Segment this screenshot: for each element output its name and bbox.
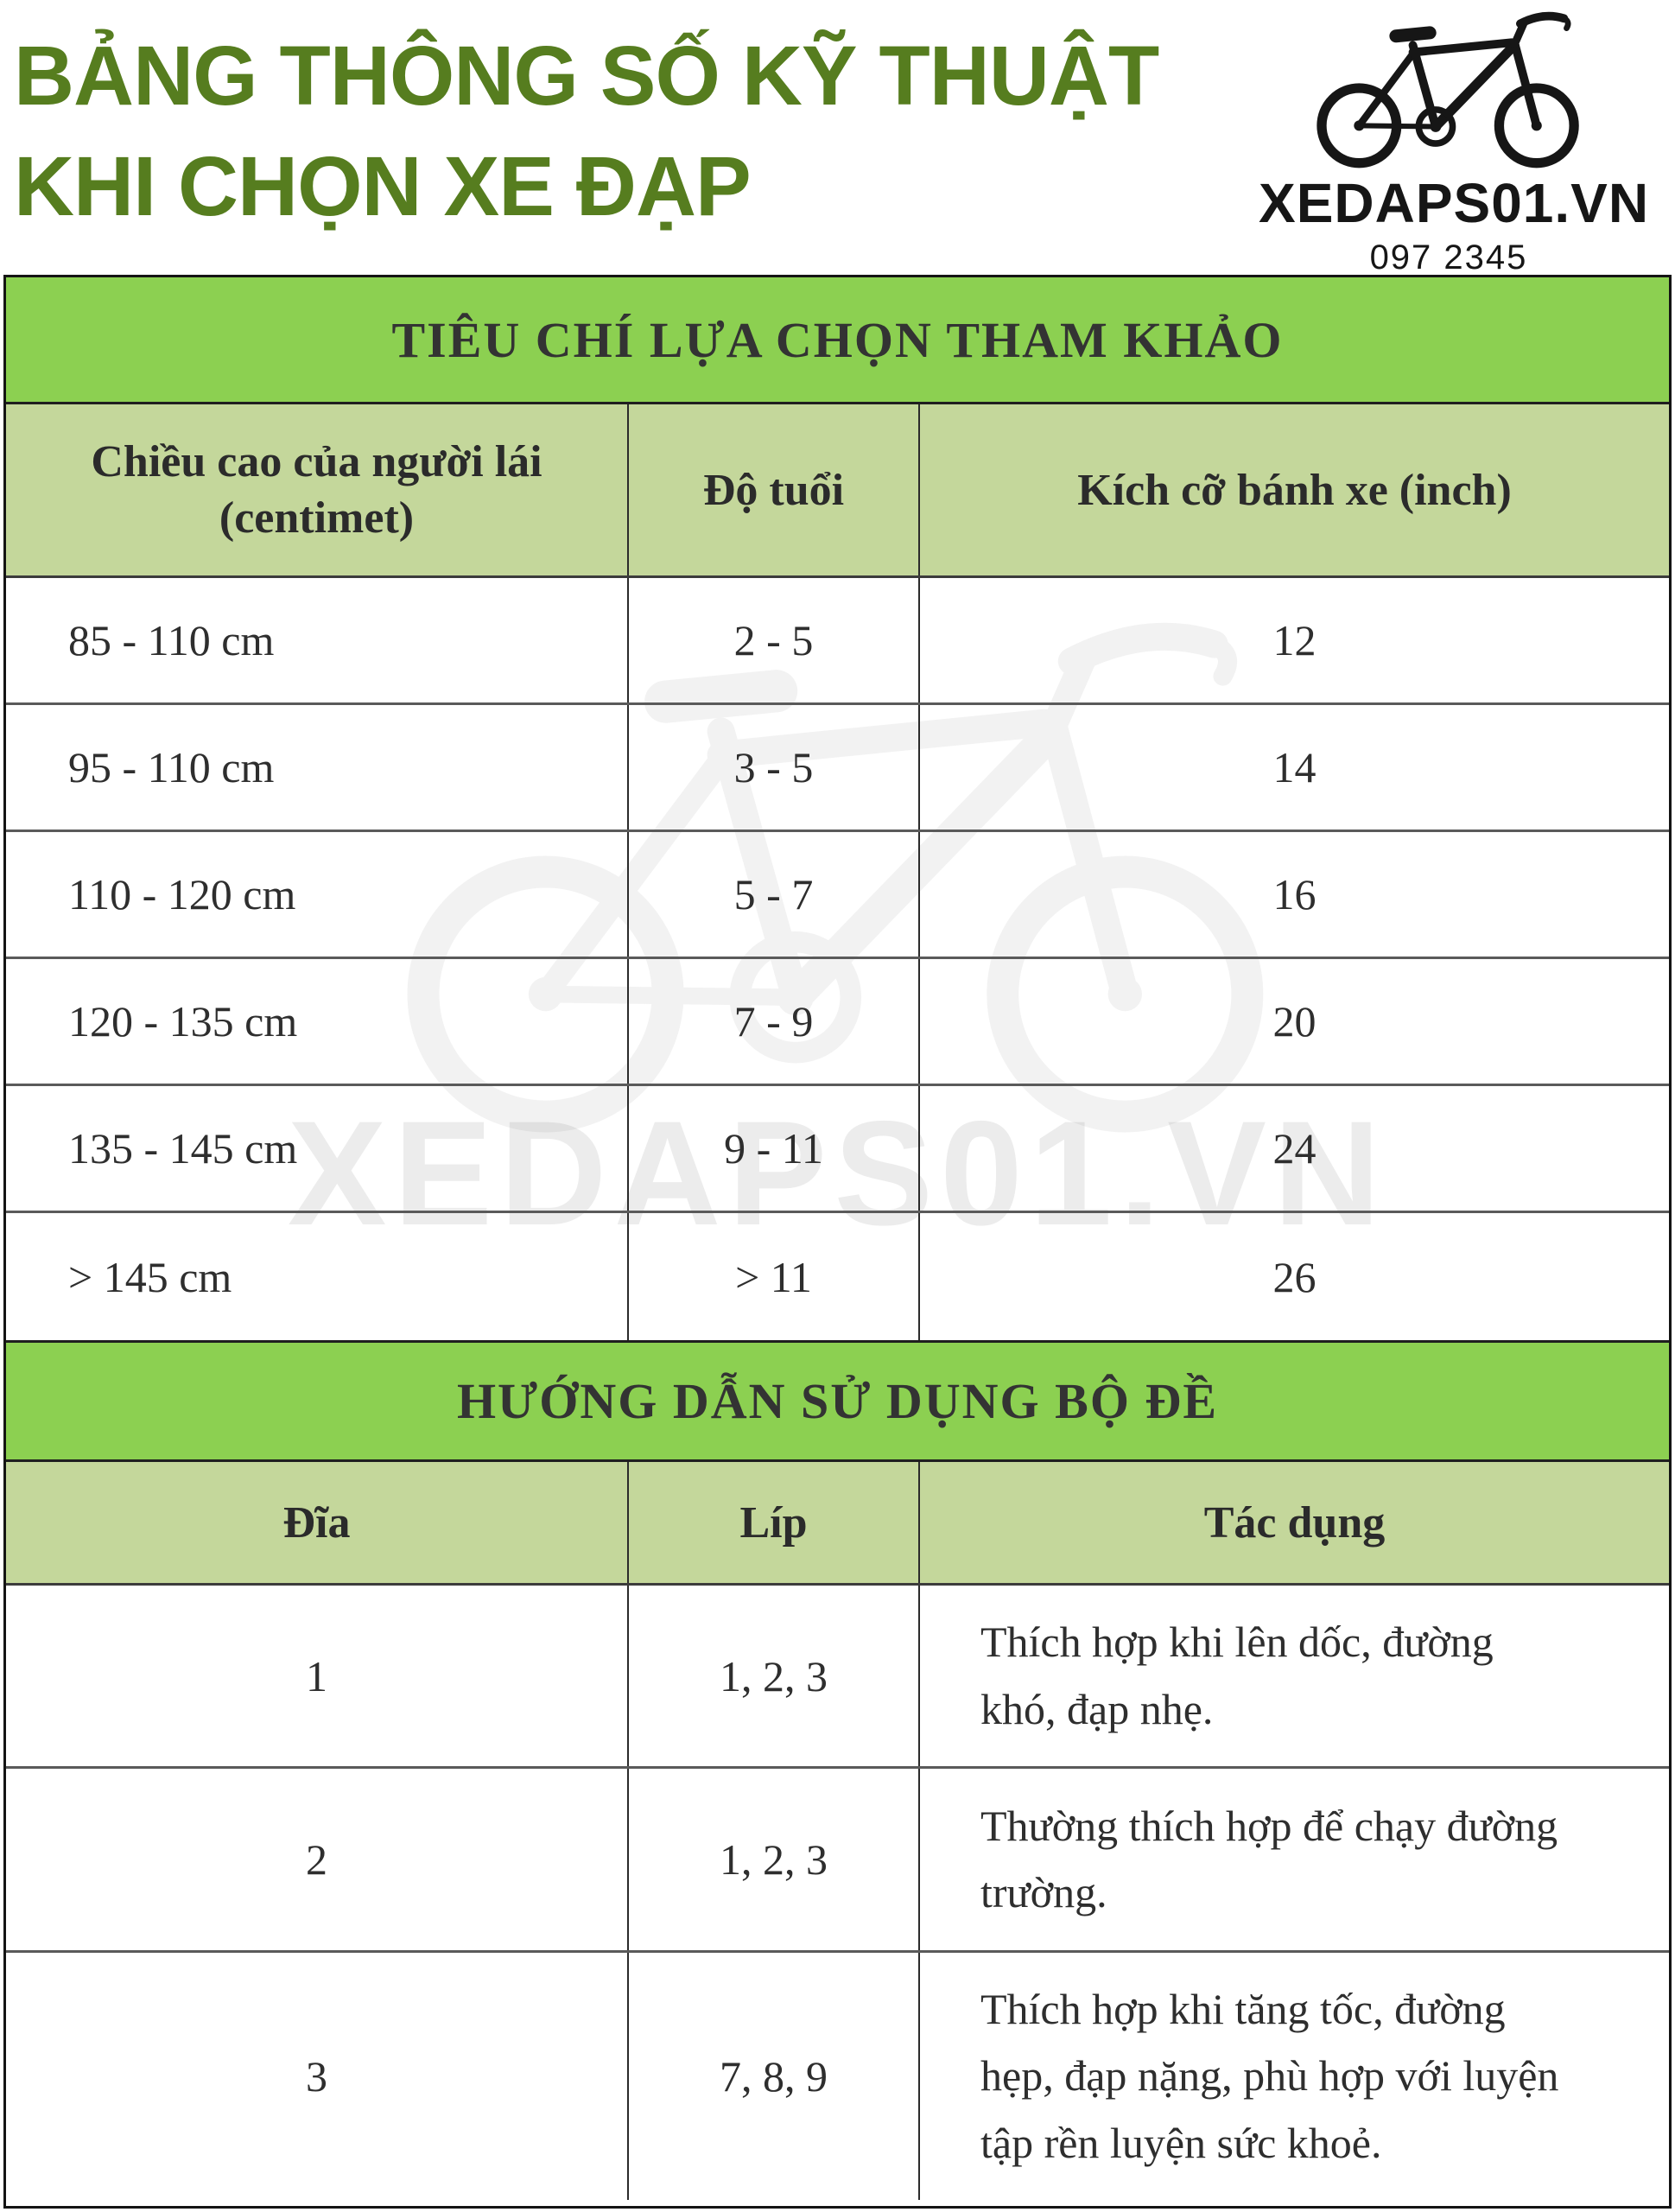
brand-name: XEDAPS01.VN: [1259, 172, 1650, 234]
cog-cell: 1, 2, 3: [629, 1586, 920, 1766]
bicycle-icon: [1276, 3, 1621, 173]
disc-cell: 1: [6, 1586, 629, 1766]
table-row: 135 - 145 cm 9 - 11 24: [6, 1086, 1669, 1213]
age-cell: 7 - 9: [629, 959, 920, 1084]
table2-col-header-effect: Tác dụng: [1203, 1497, 1386, 1548]
age-cell: 3 - 5: [629, 705, 920, 830]
age-cell: 9 - 11: [629, 1086, 920, 1211]
wheel-size-cell: 24: [1272, 1124, 1317, 1173]
wheel-size-cell: 20: [1272, 997, 1317, 1046]
section-2-title: HƯỚNG DẪN SỬ DỤNG BỘ ĐỀ: [456, 1373, 1219, 1429]
table-row: 95 - 110 cm 3 - 5 14: [6, 705, 1669, 832]
table-row: 2 1, 2, 3 Thường thích hợp để chạy đường…: [6, 1769, 1669, 1953]
table-row: 120 - 135 cm 7 - 9 20: [6, 959, 1669, 1086]
age-cell: 2 - 5: [629, 578, 920, 702]
table-row: 110 - 120 cm 5 - 7 16: [6, 832, 1669, 959]
wheel-size-cell: 12: [1272, 616, 1317, 664]
wheel-size-cell: 26: [1272, 1252, 1317, 1301]
effect-cell: Thích hợp khi lên dốc, đường khó, đạp nh…: [980, 1618, 1494, 1733]
table1-body: XEDAPS01.VN 85 - 110 cm 2 - 5 12 95 - 11…: [6, 578, 1669, 1340]
age-cell: > 11: [629, 1213, 920, 1340]
table2-header-row: Đĩa Líp Tác dụng: [6, 1462, 1669, 1586]
wheel-size-cell: 16: [1272, 870, 1317, 918]
table-row: 85 - 110 cm 2 - 5 12: [6, 578, 1669, 705]
table-row: > 145 cm > 11 26: [6, 1213, 1669, 1340]
table1-col-header-height: Chiều cao của người lái (centimet): [6, 404, 629, 575]
rider-height-cell: 120 - 135 cm: [6, 959, 629, 1084]
rider-height-cell: 95 - 110 cm: [6, 705, 629, 830]
page-title: BẢNG THÔNG SỐ KỸ THUẬT KHI CHỌN XE ĐẠP: [14, 21, 1159, 242]
cog-cell: 7, 8, 9: [629, 1953, 920, 2200]
rider-height-cell: 85 - 110 cm: [6, 578, 629, 702]
rider-height-cell: 135 - 145 cm: [6, 1086, 629, 1211]
section-2-header: HƯỚNG DẪN SỬ DỤNG BỘ ĐỀ: [6, 1340, 1669, 1462]
page-header: BẢNG THÔNG SỐ KỸ THUẬT KHI CHỌN XE ĐẠP X…: [0, 0, 1675, 315]
page-title-line-1: BẢNG THÔNG SỐ KỸ THUẬT: [14, 29, 1159, 123]
brand-logo: XEDAPS01.VN 097 2345 097: [1259, 3, 1650, 316]
rider-height-cell: > 145 cm: [6, 1213, 629, 1340]
table2-col-header-disc: Đĩa: [6, 1462, 629, 1583]
wheel-size-cell: 14: [1272, 743, 1317, 791]
table2-col-header-cog: Líp: [629, 1462, 920, 1583]
age-cell: 5 - 7: [629, 832, 920, 957]
table1-col-header-wheel: Kích cỡ bánh xe (inch): [1077, 465, 1512, 515]
table2-body: 1 1, 2, 3 Thích hợp khi lên dốc, đường k…: [6, 1586, 1669, 2200]
spec-sheet: TIÊU CHÍ LỰA CHỌN THAM KHẢO Chiều cao củ…: [3, 275, 1672, 2209]
section-1-header: TIÊU CHÍ LỰA CHỌN THAM KHẢO: [6, 277, 1669, 404]
section-1-title: TIÊU CHÍ LỰA CHỌN THAM KHẢO: [391, 311, 1284, 368]
table1-col-header-age: Độ tuổi: [629, 404, 920, 575]
effect-cell: Thường thích hợp để chạy đường trường.: [980, 1801, 1558, 1917]
page-title-line-2: KHI CHỌN XE ĐẠP: [14, 139, 752, 233]
table-row: 3 7, 8, 9 Thích hợp khi tăng tốc, đường …: [6, 1953, 1669, 2200]
disc-cell: 2: [6, 1769, 629, 1950]
disc-cell: 3: [6, 1953, 629, 2200]
table1-header-row: Chiều cao của người lái (centimet) Độ tu…: [6, 404, 1669, 578]
table-row: 1 1, 2, 3 Thích hợp khi lên dốc, đường k…: [6, 1586, 1669, 1769]
effect-cell: Thích hợp khi tăng tốc, đường hẹp, đạp n…: [980, 1984, 1559, 2167]
rider-height-cell: 110 - 120 cm: [6, 832, 629, 957]
cog-cell: 1, 2, 3: [629, 1769, 920, 1950]
